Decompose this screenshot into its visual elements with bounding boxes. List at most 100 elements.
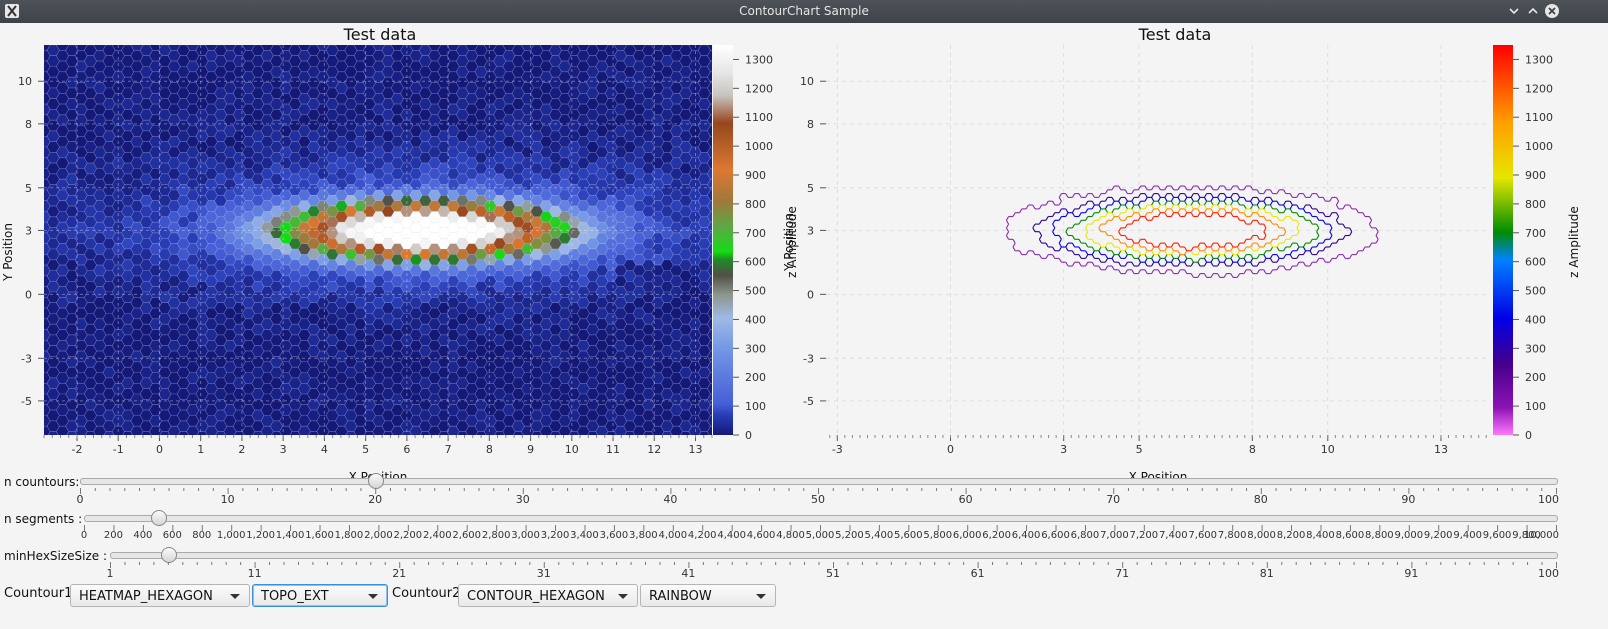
n-segments-slider-track[interactable]	[84, 515, 1558, 522]
slider-tick-label: 8,600	[1336, 530, 1365, 541]
slider-tick-label: 1	[107, 567, 114, 580]
left-z-tick-label: 700	[745, 227, 766, 240]
slider-tick-label: 3,000	[511, 530, 540, 541]
slider-tick-label: 400	[133, 530, 152, 541]
left-x-tick-label: 1	[197, 443, 204, 456]
left-y-tick-label: -5	[21, 395, 32, 408]
slider-tick-label: 4,000	[658, 530, 687, 541]
slider-tick-label: 10	[221, 493, 235, 506]
maximize-icon[interactable]	[1525, 3, 1541, 19]
left-x-tick-label: 4	[321, 443, 328, 456]
right-z-tick-label: 1200	[1525, 82, 1553, 95]
slider-tick-label: 6,800	[1071, 530, 1100, 541]
slider-tick-label: 1,000	[217, 530, 246, 541]
min-hex-size-slider-track[interactable]	[110, 552, 1558, 559]
left-x-tick-label: -1	[113, 443, 124, 456]
min-hex-size-slider-thumb[interactable]	[161, 547, 177, 563]
slider-tick-label: 5,200	[835, 530, 864, 541]
right-y-tick-label: 0	[807, 288, 814, 301]
left-y-tick-label: -3	[21, 352, 32, 365]
slider-tick-label: 11	[248, 567, 262, 580]
left-x-tick-label: -2	[72, 443, 83, 456]
contour2-colormap-value: RAINBOW	[649, 589, 712, 604]
left-axes: -2 -1 0 1 2 3 4 5 6 7 8 9 10 11 12 13108530-3-501002003…	[0, 40, 790, 480]
slider-tick-label: 200	[104, 530, 123, 541]
right-z-tick-label: 500	[1525, 285, 1546, 298]
chevron-down-icon	[756, 594, 766, 599]
n-segments-slider-thumb[interactable]	[151, 510, 167, 526]
left-z-tick-label: 1300	[745, 53, 773, 66]
slider-tick-label: 8,800	[1365, 530, 1394, 541]
minimize-icon[interactable]	[1506, 3, 1522, 19]
contour2-colormap-combo[interactable]: RAINBOW	[640, 584, 776, 607]
left-y-tick-label: 5	[25, 182, 32, 195]
contour1-colormap-combo[interactable]: TOPO_EXT	[252, 584, 388, 607]
slider-tick-label: 70	[1106, 493, 1120, 506]
left-x-tick-label: 0	[156, 443, 163, 456]
slider-tick-label: 6,400	[1012, 530, 1041, 541]
window-titlebar: ContourChart Sample	[0, 0, 1608, 23]
slider-tick-label: 30	[516, 493, 530, 506]
right-x-tick-label: 3	[1060, 443, 1067, 456]
slider-tick-label: 1,400	[276, 530, 305, 541]
close-icon[interactable]	[1544, 3, 1560, 19]
left-x-tick-label: 2	[238, 443, 245, 456]
right-z-tick-label: 700	[1525, 227, 1546, 240]
chevron-down-icon	[230, 594, 240, 599]
slider-tick-label: 3,600	[600, 530, 629, 541]
slider-tick-label: 1,600	[305, 530, 334, 541]
slider-tick-label: 71	[1115, 567, 1129, 580]
left-x-tick-label: 10	[565, 443, 579, 456]
slider-tick-label: 0	[81, 530, 87, 541]
slider-tick-label: 9,000	[1394, 530, 1423, 541]
slider-tick-label: 5,800	[923, 530, 952, 541]
slider-tick-label: 7,400	[1159, 530, 1188, 541]
right-y-tick-label: 3	[807, 224, 814, 237]
left-z-tick-label: 400	[745, 313, 766, 326]
slider-tick-label: 9,400	[1453, 530, 1482, 541]
slider-tick-label: 60	[959, 493, 973, 506]
slider-tick-label: 3,200	[541, 530, 570, 541]
slider-tick-label: 6,200	[982, 530, 1011, 541]
contour1-type-combo[interactable]: HEATMAP_HEXAGON	[70, 584, 250, 607]
left-z-tick-label: 800	[745, 198, 766, 211]
n-contours-slider-track[interactable]	[80, 478, 1558, 485]
left-z-tick-label: 100	[745, 400, 766, 413]
left-x-tick-label: 5	[362, 443, 369, 456]
slider-tick-label: 21	[392, 567, 406, 580]
slider-tick-label: 7,800	[1218, 530, 1247, 541]
n-segments-label: n segments :	[4, 512, 82, 526]
left-x-tick-label: 13	[689, 443, 703, 456]
right-z-tick-label: 800	[1525, 198, 1546, 211]
slider-tick-label: 6,600	[1041, 530, 1070, 541]
n-contours-slider-thumb[interactable]	[368, 473, 384, 489]
slider-tick-label: 7,200	[1130, 530, 1159, 541]
countour1-label: Countour1:	[4, 586, 77, 601]
right-z-tick-label: 1300	[1525, 53, 1553, 66]
slider-tick-label: 51	[826, 567, 840, 580]
right-z-tick-label: 300	[1525, 342, 1546, 355]
right-y-tick-label: 8	[807, 118, 814, 131]
right-x-tick-label: 8	[1249, 443, 1256, 456]
left-z-tick-label: 200	[745, 371, 766, 384]
chevron-down-icon	[368, 594, 378, 599]
left-x-tick-label: 3	[280, 443, 287, 456]
left-x-tick-label: 6	[403, 443, 410, 456]
right-y-tick-label: -3	[803, 352, 814, 365]
slider-tick-label: 600	[163, 530, 182, 541]
contour2-type-combo[interactable]: CONTOUR_HEXAGON	[458, 584, 638, 607]
left-x-tick-label: 9	[527, 443, 534, 456]
window-title: ContourChart Sample	[0, 0, 1608, 23]
right-z-tick-label: 200	[1525, 371, 1546, 384]
slider-tick-label: 4,800	[776, 530, 805, 541]
right-z-tick-label: 0	[1525, 429, 1532, 442]
left-z-tick-label: 1200	[745, 82, 773, 95]
slider-tick-label: 9,200	[1424, 530, 1453, 541]
slider-tick-label: 2,000	[364, 530, 393, 541]
left-z-tick-label: 1000	[745, 140, 773, 153]
slider-tick-label: 91	[1404, 567, 1418, 580]
countour2-label: Countour2:	[392, 586, 465, 601]
slider-tick-label: 4,200	[688, 530, 717, 541]
right-x-tick-label: 13	[1434, 443, 1448, 456]
slider-tick-label: 2,600	[452, 530, 481, 541]
